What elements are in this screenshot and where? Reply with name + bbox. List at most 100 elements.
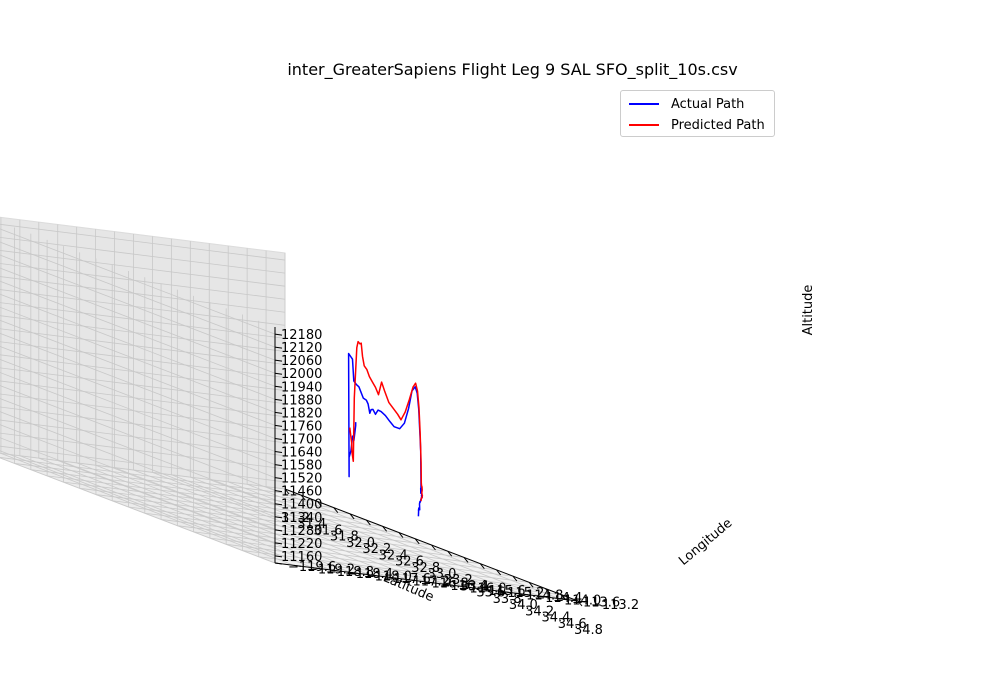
x-tick-label: 33.2 bbox=[444, 573, 473, 588]
x-tick-mark bbox=[284, 488, 290, 495]
z-tick-label: 11340 bbox=[281, 511, 322, 526]
z-tick-mark bbox=[274, 424, 283, 427]
x-tick-label: 32.2 bbox=[362, 542, 391, 557]
x-tick-mark bbox=[414, 538, 420, 545]
grid-z-back bbox=[0, 345, 276, 452]
grid-y-floor bbox=[209, 479, 503, 592]
x-tick-label: 33.8 bbox=[493, 592, 522, 607]
grid-z-back bbox=[0, 254, 276, 361]
z-tick-mark bbox=[274, 398, 283, 401]
z-tick-label: 11280 bbox=[281, 524, 322, 539]
grid-y-floor bbox=[114, 467, 408, 580]
grid-y-floor bbox=[95, 464, 389, 578]
z-tick-label: 11520 bbox=[281, 472, 322, 487]
z-tick-label: 11460 bbox=[281, 485, 322, 500]
z-tick-mark bbox=[274, 385, 283, 388]
y-tick-mark bbox=[577, 600, 586, 603]
x-tick-mark bbox=[479, 563, 485, 569]
grid-z-back bbox=[0, 267, 276, 374]
x-tick-label: 31.4 bbox=[297, 517, 326, 532]
x-tick-mark bbox=[463, 557, 469, 563]
grid-y-floor bbox=[246, 483, 541, 597]
grid-z-back bbox=[0, 280, 276, 387]
grid-y-floor bbox=[190, 476, 484, 590]
x-tick-label: 34.0 bbox=[509, 598, 538, 613]
grid-y-floor bbox=[265, 486, 560, 599]
x-tick-label: 34.8 bbox=[574, 623, 603, 638]
z-tick-label: 11400 bbox=[281, 498, 322, 513]
x-tick-label: 33.4 bbox=[460, 579, 489, 594]
grid-z-back bbox=[0, 228, 276, 335]
grid-y-floor bbox=[57, 460, 351, 573]
z-tick-mark bbox=[274, 372, 283, 375]
x-tick-label: 33.0 bbox=[428, 567, 457, 582]
x-tick-mark bbox=[300, 494, 306, 501]
series-line-0 bbox=[347, 352, 423, 517]
x-tick-label: 32.6 bbox=[395, 555, 424, 570]
grid-z-back bbox=[0, 424, 276, 531]
z-tick-mark bbox=[274, 346, 283, 349]
x-tick-mark bbox=[431, 544, 436, 551]
grid-y-floor bbox=[76, 462, 370, 576]
y-axis-line bbox=[274, 562, 579, 602]
grid-y-floor bbox=[133, 469, 427, 583]
grid-y-floor bbox=[19, 455, 314, 569]
x-tick-mark bbox=[349, 513, 355, 520]
z-tick-label: 11700 bbox=[281, 432, 322, 447]
y-tick-label: −113.2 bbox=[591, 598, 639, 613]
z-tick-label: 11640 bbox=[281, 446, 322, 461]
z-axis-label: Altitude bbox=[801, 285, 816, 336]
z-tick-label: 11880 bbox=[281, 393, 322, 408]
z-tick-mark bbox=[274, 411, 283, 414]
grid-z-back bbox=[0, 332, 276, 439]
x-tick-mark bbox=[447, 550, 453, 557]
y-axis-label: Longitude bbox=[676, 516, 735, 569]
x-tick-mark bbox=[317, 501, 322, 507]
z-tick-label: 11580 bbox=[281, 459, 322, 474]
z-tick-mark bbox=[274, 359, 283, 362]
x-tick-label: 31.6 bbox=[314, 523, 343, 538]
x-axis-line bbox=[284, 488, 579, 602]
z-tick-mark bbox=[274, 529, 283, 532]
grid-y-floor bbox=[171, 474, 465, 588]
legend-label-actual: Actual Path bbox=[671, 96, 745, 112]
z-tick-label: 11220 bbox=[281, 537, 322, 552]
grid-z-back bbox=[0, 359, 276, 465]
z-tick-label: 11760 bbox=[281, 419, 322, 434]
x-tick-label: 31.2 bbox=[281, 511, 310, 526]
y-tick-label: −113.6 bbox=[572, 596, 620, 611]
chart-title: inter_GreaterSapiens Flight Leg 9 SAL SF… bbox=[287, 60, 738, 79]
x-tick-label: 32.0 bbox=[346, 536, 375, 551]
legend: Actual Path Predicted Path bbox=[620, 90, 775, 137]
grid-z-back bbox=[0, 385, 276, 492]
x-tick-mark bbox=[382, 526, 388, 532]
legend-item-actual: Actual Path bbox=[629, 94, 744, 114]
x-tick-mark bbox=[512, 575, 518, 582]
z-tick-mark bbox=[274, 555, 283, 558]
grid-z-back bbox=[0, 437, 276, 544]
z-tick-label: 12000 bbox=[281, 367, 322, 382]
series-line-1 bbox=[349, 340, 424, 502]
series-lines bbox=[347, 340, 424, 517]
x-tick-label: 34.2 bbox=[525, 604, 554, 619]
z-tick-label: 11940 bbox=[281, 380, 322, 395]
x-tick-mark bbox=[496, 569, 502, 576]
grid-z-back bbox=[0, 450, 276, 557]
grid-z-side bbox=[0, 223, 286, 261]
z-tick-mark bbox=[274, 477, 283, 480]
grid-z-back bbox=[0, 241, 276, 348]
grid-y-floor bbox=[228, 481, 522, 595]
grid-z-back bbox=[0, 319, 276, 426]
tick-marks: 31.231.431.631.832.032.232.432.632.833.0… bbox=[274, 327, 639, 638]
z-tick-mark bbox=[274, 542, 283, 545]
grid-z-back bbox=[0, 398, 276, 505]
z-tick-mark bbox=[274, 516, 283, 519]
x-tick-label: 32.4 bbox=[379, 548, 408, 563]
z-tick-label: 11820 bbox=[281, 406, 322, 421]
legend-swatch-predicted bbox=[629, 124, 659, 126]
z-tick-mark bbox=[274, 490, 283, 493]
legend-label-predicted: Predicted Path bbox=[671, 117, 765, 133]
z-tick-mark bbox=[274, 464, 283, 467]
grid-y-floor bbox=[0, 457, 276, 564]
